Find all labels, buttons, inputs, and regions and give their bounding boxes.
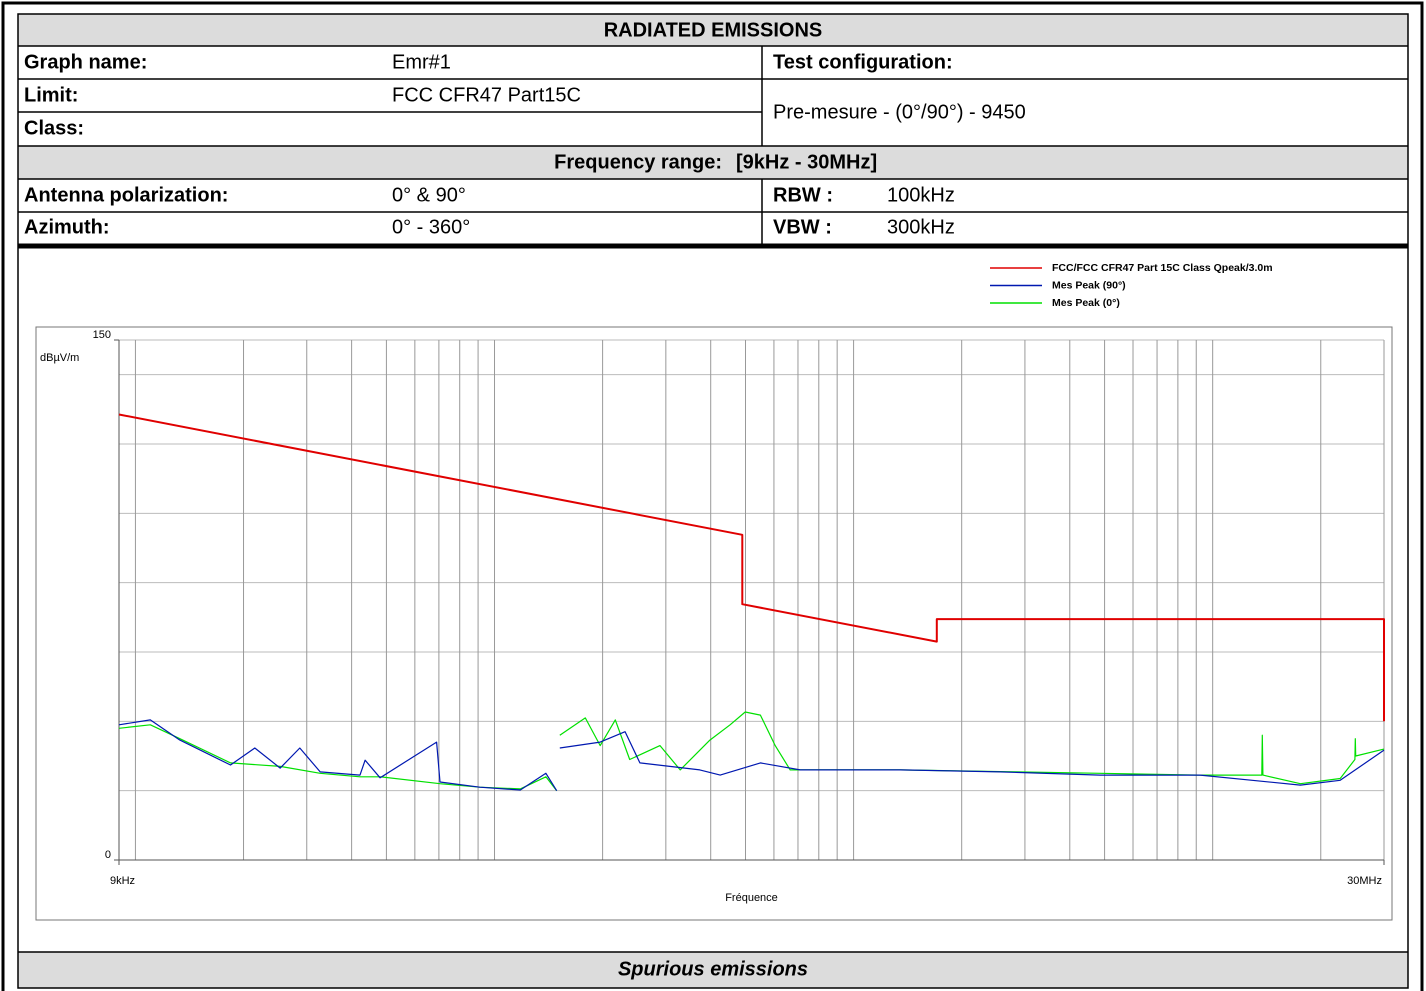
label: Test configuration: xyxy=(773,51,953,73)
x-tick-label: 30MHz xyxy=(1347,875,1382,887)
x-tick-label: 9kHz xyxy=(110,875,135,887)
y-tick-label: 0 xyxy=(105,849,111,861)
footer-bg xyxy=(18,952,1408,988)
label: Graph name: xyxy=(24,51,147,73)
table-lines xyxy=(17,13,1409,989)
chart-frame xyxy=(35,326,1393,921)
label: RBW : xyxy=(773,184,833,206)
series-line xyxy=(118,413,1385,722)
y-axis-label: dBµV/m xyxy=(40,352,79,364)
value: Pre-mesure - (0°/90°) - 9450 xyxy=(773,101,1026,123)
legend-label: Mes Peak (0°) xyxy=(1052,297,1120,309)
value: 300kHz xyxy=(887,216,955,238)
value: 0° - 360° xyxy=(392,216,470,238)
value: [9kHz - 30MHz] xyxy=(736,151,877,173)
title: RADIATED EMISSIONS xyxy=(604,19,823,41)
chart: 0 150 9kHz 30MHz dBµV/m Fréquence FCC/FCC CFR4… xyxy=(40,262,1385,904)
legend-label: Mes Peak (90°) xyxy=(1052,279,1126,291)
label: Limit: xyxy=(24,84,78,106)
x-axis-label: Fréquence xyxy=(725,892,778,904)
value: 0° & 90° xyxy=(392,184,466,206)
series-line xyxy=(118,719,1385,792)
legend-label: FCC/FCC CFR47 Part 15C Class Qpeak/3.0m xyxy=(1052,262,1273,274)
series-line xyxy=(118,711,1385,792)
value: 100kHz xyxy=(887,184,955,206)
value: FCC CFR47 Part15C xyxy=(392,84,581,106)
label: Frequency range: xyxy=(554,151,722,173)
y-tick-label: 150 xyxy=(93,329,111,341)
label: VBW : xyxy=(773,216,832,238)
label: Azimuth: xyxy=(24,216,110,238)
label: Class: xyxy=(24,117,84,139)
footer-title: Spurious emissions xyxy=(618,958,808,980)
label: Antenna polarization: xyxy=(24,184,228,206)
value: Emr#1 xyxy=(392,51,451,73)
title-bg xyxy=(18,14,1408,46)
range-bg xyxy=(18,146,1408,179)
